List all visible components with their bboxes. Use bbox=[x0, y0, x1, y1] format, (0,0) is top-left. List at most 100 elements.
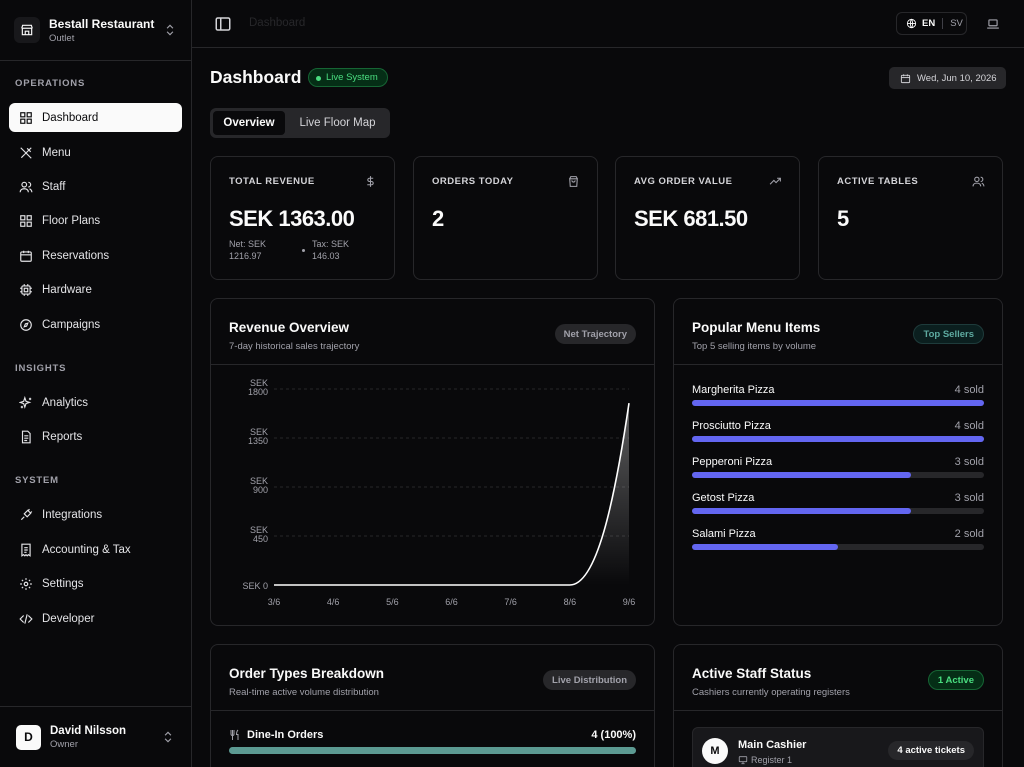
revenue-overview-card: Revenue Overview 7-day historical sales … bbox=[210, 298, 655, 626]
shopping-bag-icon bbox=[569, 176, 578, 187]
kpi-card-avg-order-value: AVG ORDER VALUE SEK 681.50 bbox=[615, 156, 800, 280]
language-switcher[interactable]: EN SV bbox=[896, 12, 967, 35]
kpi-card-total-revenue: TOTAL REVENUE SEK 1363.00 Net: SEK 1216.… bbox=[210, 156, 395, 280]
users-icon bbox=[18, 179, 33, 194]
sidebar-item-label: Developer bbox=[42, 612, 95, 625]
card-subtitle: 7-day historical sales trajectory bbox=[229, 341, 360, 352]
laptop-icon[interactable] bbox=[986, 17, 1000, 31]
active-tickets-badge: 4 active tickets bbox=[888, 741, 974, 760]
staff-name: Main Cashier bbox=[738, 739, 807, 751]
sidebar-item-hardware[interactable]: Hardware bbox=[9, 275, 182, 304]
x-tick-label: 8/6 bbox=[564, 597, 577, 607]
lang-sv[interactable]: SV bbox=[950, 18, 963, 29]
item-count: 4 sold bbox=[954, 384, 984, 396]
sidebar-item-reservations[interactable]: Reservations bbox=[9, 241, 182, 270]
separator-dot bbox=[302, 249, 305, 252]
card-title: Active Staff Status bbox=[692, 666, 812, 681]
sidebar-item-campaigns[interactable]: Campaigns bbox=[9, 310, 182, 339]
lang-en[interactable]: EN bbox=[922, 18, 936, 29]
live-status-badge: Live System bbox=[308, 68, 388, 87]
y-tick-label: 450 bbox=[253, 534, 268, 544]
sidebar-item-label: Reports bbox=[42, 430, 83, 443]
y-tick-label: SEK bbox=[250, 476, 268, 486]
sidebar-item-settings[interactable]: Settings bbox=[9, 569, 182, 598]
section-label-system: SYSTEM bbox=[15, 475, 59, 486]
calendar-icon bbox=[18, 248, 33, 263]
sidebar-item-label: Menu bbox=[42, 146, 71, 159]
card-title: Revenue Overview bbox=[229, 320, 350, 335]
divider bbox=[674, 364, 1002, 365]
item-count: 3 sold bbox=[954, 456, 984, 468]
sidebar-item-label: Floor Plans bbox=[42, 214, 101, 227]
gear-icon bbox=[18, 576, 33, 591]
item-name: Getost Pizza bbox=[692, 492, 755, 504]
org-switcher[interactable]: Bestall Restaurant Outlet bbox=[0, 0, 191, 61]
item-name: Salami Pizza bbox=[692, 528, 756, 540]
user-menu[interactable]: D David Nilsson Owner bbox=[0, 706, 191, 767]
dollar-icon bbox=[367, 176, 374, 187]
topbar: Dashboard EN SV bbox=[192, 0, 1024, 48]
sidebar-item-menu[interactable]: Menu bbox=[9, 138, 182, 167]
item-name: Prosciutto Pizza bbox=[692, 420, 771, 432]
x-tick-label: 6/6 bbox=[445, 597, 458, 607]
tab-overview[interactable]: Overview bbox=[213, 111, 285, 135]
sidebar-item-label: Hardware bbox=[42, 283, 92, 296]
sidebar-item-label: Campaigns bbox=[42, 318, 101, 331]
page-title: Dashboard bbox=[210, 67, 302, 87]
receipt-icon bbox=[18, 542, 33, 557]
kpi-label: TOTAL REVENUE bbox=[229, 176, 315, 187]
sidebar-item-label: Analytics bbox=[42, 396, 89, 409]
utensils-icon bbox=[230, 729, 239, 740]
order-type-label: Dine-In Orders bbox=[247, 729, 324, 741]
y-tick-label: SEK 0 bbox=[242, 581, 268, 591]
active-count-badge: 1 Active bbox=[927, 670, 984, 690]
progress-track bbox=[692, 436, 984, 442]
user-name: David Nilsson bbox=[50, 724, 127, 737]
item-name: Margherita Pizza bbox=[692, 384, 775, 396]
sidebar-item-dashboard[interactable]: Dashboard bbox=[9, 103, 182, 132]
popular-menu-items-card: Popular Menu Items Top 5 selling items b… bbox=[673, 298, 1003, 626]
layout-icon bbox=[18, 213, 33, 228]
user-role: Owner bbox=[50, 738, 78, 750]
y-tick-label: SEK bbox=[250, 378, 268, 388]
users-icon bbox=[972, 176, 985, 187]
sidebar-item-developer[interactable]: Developer bbox=[9, 604, 182, 633]
avatar: D bbox=[16, 724, 41, 750]
sidebar-item-analytics[interactable]: Analytics bbox=[9, 388, 182, 417]
progress-fill bbox=[692, 436, 984, 442]
item-count: 3 sold bbox=[954, 492, 984, 504]
kpi-label: AVG ORDER VALUE bbox=[634, 176, 733, 187]
x-tick-label: 3/6 bbox=[268, 597, 281, 607]
net-revenue: Net: SEK 1216.97 bbox=[229, 238, 266, 262]
sidebar-item-staff[interactable]: Staff bbox=[9, 172, 182, 201]
sparkles-icon bbox=[18, 395, 33, 410]
kpi-label: ORDERS TODAY bbox=[432, 176, 514, 187]
date-picker-button[interactable]: Wed, Jun 10, 2026 bbox=[889, 67, 1006, 89]
chevrons-up-down-icon bbox=[164, 731, 172, 743]
plug-icon bbox=[18, 507, 33, 522]
section-label-insights: INSIGHTS bbox=[15, 363, 67, 374]
tab-live-floor-map[interactable]: Live Floor Map bbox=[299, 117, 376, 129]
sidebar-item-accounting-tax[interactable]: Accounting & Tax bbox=[9, 535, 182, 564]
breadcrumb[interactable]: Dashboard bbox=[249, 17, 306, 29]
divider bbox=[211, 364, 654, 365]
staff-register: Register 1 bbox=[738, 755, 792, 765]
sidebar-toggle-icon[interactable] bbox=[214, 15, 232, 33]
sidebar-item-integrations[interactable]: Integrations bbox=[9, 500, 182, 529]
y-tick-label: 900 bbox=[253, 485, 268, 495]
trending-up-icon bbox=[769, 177, 781, 185]
kpi-value: 5 bbox=[837, 206, 849, 231]
divider bbox=[211, 710, 654, 711]
sidebar-item-label: Accounting & Tax bbox=[42, 543, 131, 556]
order-types-card: Order Types Breakdown Real-time active v… bbox=[210, 644, 655, 767]
progress-track bbox=[692, 508, 984, 514]
x-tick-label: 4/6 bbox=[327, 597, 340, 607]
progress-fill bbox=[229, 747, 636, 754]
chevrons-up-down-icon bbox=[166, 24, 174, 36]
progress-track bbox=[229, 747, 636, 754]
code-icon bbox=[18, 611, 33, 626]
sidebar-item-reports[interactable]: Reports bbox=[9, 422, 182, 451]
staff-member-card[interactable]: M Main Cashier Register 1 4 active ticke… bbox=[692, 727, 984, 767]
sidebar-item-floor-plans[interactable]: Floor Plans bbox=[9, 206, 182, 235]
